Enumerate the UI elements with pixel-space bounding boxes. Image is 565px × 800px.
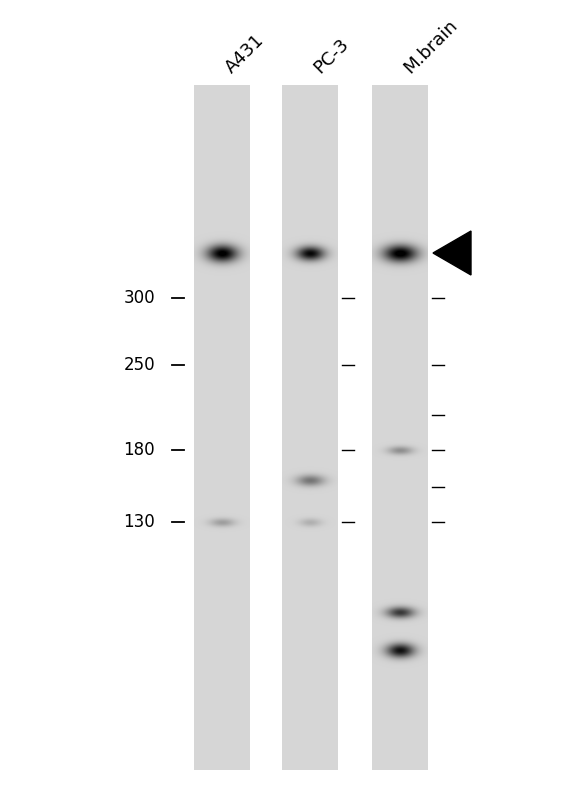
Text: 130: 130 xyxy=(123,513,155,531)
Text: 300: 300 xyxy=(123,289,155,307)
Text: M.brain: M.brain xyxy=(400,16,460,77)
Polygon shape xyxy=(433,231,471,275)
Text: 180: 180 xyxy=(123,441,155,459)
Text: 250: 250 xyxy=(123,356,155,374)
Text: A431: A431 xyxy=(222,31,268,77)
Text: PC-3: PC-3 xyxy=(310,35,352,77)
